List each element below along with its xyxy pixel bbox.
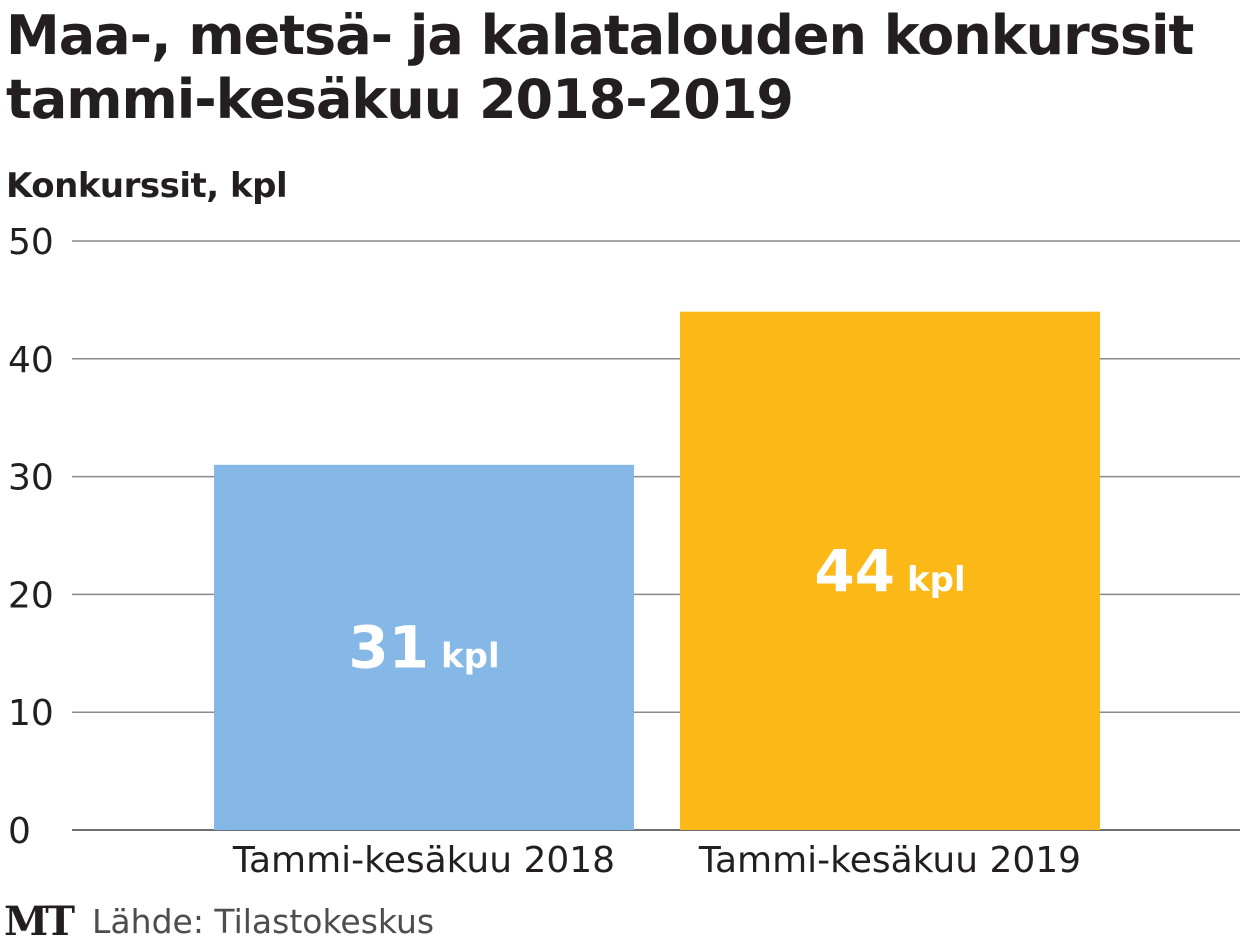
source-note: Lähde: Tilastokeskus — [92, 901, 435, 941]
bars: 31 kpl 44 kpl — [214, 311, 1100, 830]
axis-labels: 0 10 20 30 40 50 Tammi-kesäkuu 2018 Tammi-kesäk… — [8, 222, 1081, 881]
bar-value-label-1: 31 kpl — [348, 613, 499, 681]
mt-logo: MT — [4, 897, 75, 945]
footer: MT Lähde: Tilastokeskus — [4, 896, 434, 946]
y-tick-label-50: 50 — [8, 222, 54, 263]
bar-2 — [680, 311, 1100, 830]
chart-title: Maa-, metsä- ja kalatalouden konkurssit … — [6, 4, 1236, 132]
x-category-label-1: Tammi-kesäkuu 2018 — [232, 840, 615, 881]
bar-value-unit-2: kpl — [907, 560, 966, 600]
chart-title-line-2: tammi-kesäkuu 2018-2019 — [6, 68, 794, 131]
bar-value-number-2: 44 — [814, 537, 895, 605]
chart-title-line-1: Maa-, metsä- ja kalatalouden konkurssit — [6, 4, 1194, 67]
bar-value-unit-1: kpl — [441, 636, 500, 676]
y-tick-label-30: 30 — [8, 458, 54, 499]
y-tick-label-40: 40 — [8, 340, 54, 381]
y-axis-label: Konkurssit, kpl — [6, 166, 288, 206]
bar-1 — [214, 464, 634, 830]
y-tick-label-10: 10 — [8, 693, 54, 734]
y-tick-label-0: 0 — [8, 811, 31, 852]
y-tick-label-20: 20 — [8, 575, 54, 616]
bar-value-number-1: 31 — [348, 613, 429, 681]
bar-value-label-2: 44 kpl — [814, 537, 965, 605]
x-category-label-2: Tammi-kesäkuu 2019 — [698, 840, 1081, 881]
